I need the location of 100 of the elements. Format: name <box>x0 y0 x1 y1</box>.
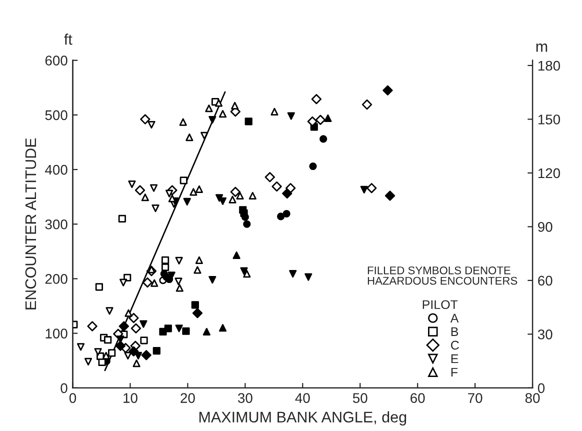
point <box>118 321 129 332</box>
point <box>118 214 126 222</box>
point <box>202 328 210 336</box>
point <box>183 198 191 206</box>
x-tick-label: 0 <box>69 393 76 403</box>
point <box>152 346 160 355</box>
point <box>311 94 322 104</box>
point <box>236 192 244 200</box>
point <box>141 350 152 360</box>
y-tick-label: 400 <box>45 164 68 175</box>
y2-tick-label: 60 <box>538 276 552 286</box>
y-tick-label: 500 <box>45 110 68 120</box>
x-axis-title: MAXIMUM BANK ANGLE, deg <box>199 411 406 426</box>
y-tick-label: 300 <box>45 219 68 230</box>
point <box>232 251 240 260</box>
point <box>324 114 332 122</box>
point <box>142 277 153 288</box>
legend-label: B <box>451 327 458 336</box>
x-tick-label: 80 <box>525 393 540 403</box>
point <box>264 172 275 182</box>
point <box>270 108 278 116</box>
point <box>106 307 114 315</box>
point <box>164 324 172 332</box>
point <box>128 180 136 188</box>
y-tick-label: 200 <box>45 274 68 284</box>
y2-tick-label: 180 <box>538 60 560 71</box>
legend-title: PILOT <box>422 300 458 310</box>
legend-label: E <box>451 354 458 364</box>
x-tick-label: 10 <box>124 393 138 403</box>
x-tick-label: 20 <box>180 393 195 403</box>
point <box>190 188 198 196</box>
point <box>174 278 182 286</box>
point <box>195 256 203 264</box>
point <box>161 256 170 264</box>
point <box>362 99 372 110</box>
point <box>309 162 317 170</box>
point <box>366 183 377 194</box>
point <box>289 270 297 278</box>
point <box>87 321 98 332</box>
point <box>115 340 126 351</box>
point <box>244 118 252 126</box>
y2-tick-label: 0 <box>538 383 545 394</box>
point <box>282 210 290 218</box>
point <box>195 185 203 193</box>
point <box>243 220 251 228</box>
point <box>282 188 292 199</box>
point <box>150 184 158 192</box>
point <box>182 327 190 335</box>
point <box>175 324 183 332</box>
point <box>84 358 92 366</box>
annotation: FILLED SYMBOLS DENOTE HAZARDOUS ENCOUNTERS <box>368 266 518 285</box>
point <box>218 324 227 332</box>
point <box>194 266 202 274</box>
point <box>228 196 236 204</box>
point <box>360 186 368 194</box>
point <box>248 192 256 200</box>
x-tick-label: 60 <box>410 393 425 403</box>
point <box>124 309 132 317</box>
point <box>128 312 139 324</box>
point <box>140 320 148 328</box>
y-tick-label: 100 <box>46 328 68 338</box>
legend-label: A <box>450 314 459 322</box>
point <box>382 85 393 96</box>
point <box>186 134 194 142</box>
point <box>152 204 160 212</box>
point <box>179 118 187 126</box>
y2-tick-label: 30 <box>538 330 552 340</box>
point <box>315 114 326 125</box>
point <box>277 212 285 220</box>
point <box>161 263 170 272</box>
point <box>230 186 240 197</box>
point <box>231 102 239 110</box>
point <box>166 190 174 198</box>
point <box>200 132 208 140</box>
point <box>124 352 132 360</box>
y-tick-label: 0 <box>60 383 68 394</box>
point <box>208 116 216 124</box>
y2-tick-label: 90 <box>538 222 552 232</box>
point <box>76 343 85 351</box>
point <box>205 104 213 112</box>
x-tick-label: 40 <box>295 393 310 403</box>
y-axis-title: ENCOUNTER ALTITUDE <box>25 138 36 310</box>
x-tick-label: 70 <box>468 393 482 403</box>
point <box>94 348 102 356</box>
point <box>240 267 248 275</box>
x-tick-label: 50 <box>352 393 368 403</box>
point <box>141 194 149 202</box>
point <box>132 360 140 368</box>
point <box>98 358 106 366</box>
point <box>176 284 184 292</box>
point <box>180 176 188 184</box>
point <box>148 266 156 274</box>
point <box>140 336 148 344</box>
point <box>320 135 328 143</box>
point <box>243 270 251 278</box>
point <box>214 99 223 107</box>
point <box>148 120 156 129</box>
point <box>384 190 396 201</box>
point <box>120 278 128 286</box>
point <box>150 279 158 287</box>
